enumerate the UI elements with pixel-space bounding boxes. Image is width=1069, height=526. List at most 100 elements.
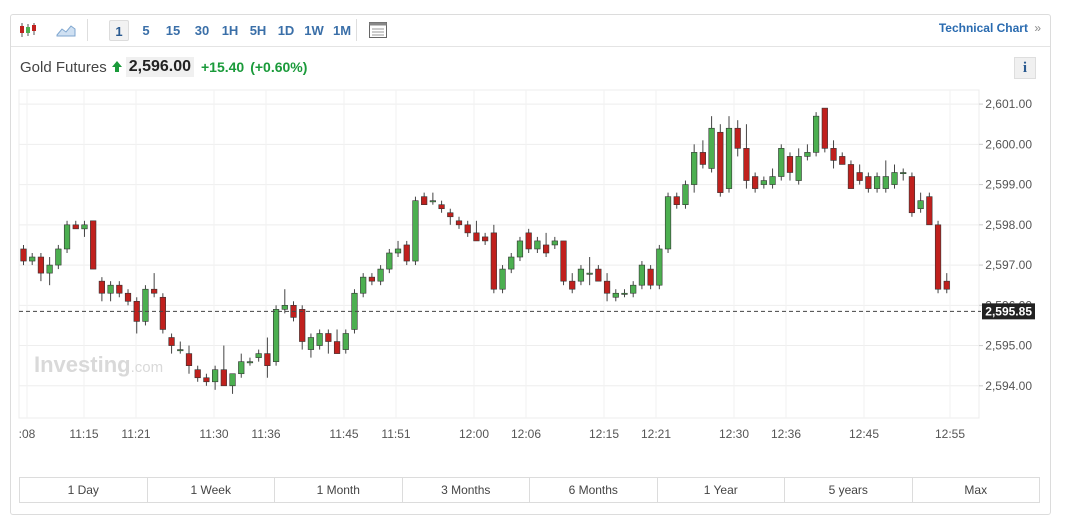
candle	[272, 305, 280, 366]
candle-body	[255, 353, 262, 358]
timeframe-button-30[interactable]: 30	[194, 23, 210, 38]
range-tab-1-month[interactable]: 1 Month	[275, 478, 403, 502]
candle-body	[81, 224, 88, 230]
timeframe-button-1[interactable]: 1	[109, 20, 129, 41]
timeframe-button-5h[interactable]: 5H	[249, 23, 267, 38]
watermark-suffix: .com	[131, 359, 164, 376]
candle-body	[873, 176, 881, 189]
range-tab-1-day[interactable]: 1 Day	[20, 478, 148, 502]
candle	[473, 220, 480, 242]
candle-body	[743, 148, 750, 181]
candle	[516, 236, 524, 262]
candle	[72, 220, 79, 230]
timeframe-button-1h[interactable]: 1H	[221, 23, 239, 38]
investing-watermark: Investing.com	[34, 352, 163, 377]
candle-body	[177, 349, 184, 352]
range-tab-6-months[interactable]: 6 Months	[530, 478, 658, 502]
candle-body	[839, 156, 846, 165]
candle-body	[847, 164, 855, 189]
x-tick-label: 11:51	[381, 427, 410, 441]
candle-body	[307, 337, 315, 350]
candle-body	[908, 176, 916, 214]
candle-body	[377, 268, 384, 282]
candle-body	[490, 232, 497, 290]
candle-body	[325, 333, 332, 342]
range-tab-1-week[interactable]: 1 Week	[148, 478, 275, 502]
candle-body	[647, 268, 654, 286]
candle	[612, 289, 619, 302]
candle-body	[542, 244, 550, 254]
candle-body	[934, 224, 942, 290]
timeframe-button-1m[interactable]: 1M	[332, 23, 352, 38]
candle-body	[569, 280, 576, 290]
y-tick-label: 2,597.00	[985, 258, 1032, 272]
candle	[482, 232, 489, 245]
technical-chart-link[interactable]: Technical Chart »	[939, 21, 1041, 35]
candle-body	[708, 127, 715, 169]
candle-body	[168, 337, 175, 346]
range-tab-3-months[interactable]: 3 Months	[403, 478, 530, 502]
candle-body	[194, 369, 201, 379]
timeframe-button-1d[interactable]: 1D	[277, 23, 295, 38]
candle	[212, 365, 219, 390]
candle	[238, 353, 245, 378]
candle	[882, 160, 889, 193]
candle-body	[769, 176, 776, 185]
candle	[194, 365, 201, 382]
candle	[412, 196, 419, 266]
candle	[865, 172, 872, 193]
candle	[90, 220, 97, 270]
candle-body	[882, 176, 889, 189]
candle-body	[682, 184, 689, 205]
timeframe-button-5[interactable]: 5	[142, 23, 150, 38]
quote-header: Gold Futures 2,596.00 +15.40 (+0.60%)	[20, 57, 307, 77]
candle-body	[429, 200, 436, 203]
info-button[interactable]: i	[1014, 57, 1036, 79]
technical-chart-label: Technical Chart	[938, 21, 1028, 35]
candle	[734, 120, 741, 157]
candle	[124, 289, 132, 306]
candle	[760, 176, 767, 189]
candle	[464, 220, 471, 237]
candle	[46, 257, 53, 286]
candle-body	[534, 240, 541, 250]
candle	[429, 192, 436, 205]
candle-body	[203, 377, 210, 383]
candle	[29, 252, 36, 266]
timeframe-button-15[interactable]: 15	[165, 23, 181, 38]
candle	[377, 265, 384, 286]
candle-body	[212, 369, 219, 383]
range-tab-1-year[interactable]: 1 Year	[658, 478, 785, 502]
candle	[325, 329, 332, 354]
candle	[534, 236, 541, 253]
area-chart-icon[interactable]	[55, 20, 77, 40]
candle-body	[116, 284, 123, 294]
candlestick-chart-icon[interactable]	[17, 20, 39, 40]
candle-body	[778, 148, 785, 177]
range-tab-max[interactable]: Max	[964, 483, 988, 497]
candle-body	[795, 156, 802, 181]
candle	[107, 281, 114, 302]
arrow-up-icon	[111, 59, 122, 76]
candle-body	[421, 196, 428, 205]
candle	[743, 124, 750, 189]
timeframe-button-1w[interactable]: 1W	[304, 23, 324, 38]
candle-body	[725, 127, 733, 189]
plot-area	[18, 89, 980, 419]
y-tick-label: 2,601.00	[985, 97, 1032, 111]
candle	[133, 297, 140, 334]
candle	[281, 289, 288, 314]
candle	[246, 357, 254, 366]
candle-body	[638, 264, 646, 286]
chart-toolbar: 1 5 15 30 1H 5H 1D 1W 1M Technical Chart »	[11, 15, 1050, 47]
calendar-table-icon[interactable]	[367, 20, 389, 40]
instrument-name: Gold Futures	[20, 58, 107, 76]
candle	[542, 232, 550, 258]
candle-body	[664, 196, 672, 250]
candle	[830, 140, 837, 169]
candle	[229, 373, 236, 394]
candle-body	[699, 152, 706, 165]
candle	[638, 261, 646, 290]
range-tab-5-years[interactable]: 5 years	[785, 478, 913, 502]
candle	[839, 152, 846, 165]
